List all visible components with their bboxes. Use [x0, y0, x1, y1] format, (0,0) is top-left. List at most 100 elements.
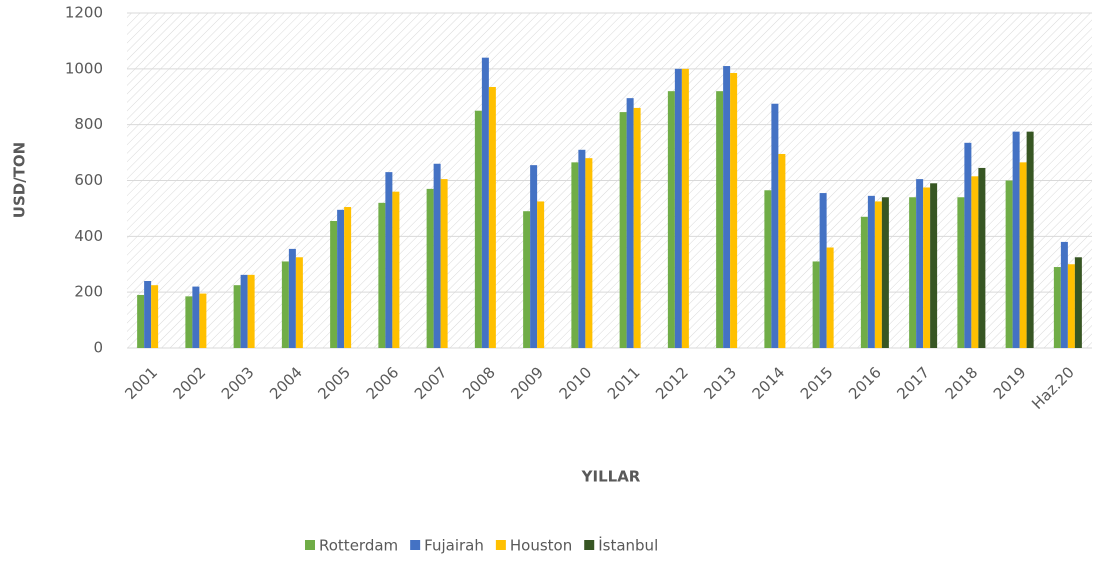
bar: [192, 286, 200, 348]
x-tick-label: 2016: [845, 363, 885, 403]
x-tick-label: 2009: [507, 363, 547, 403]
x-tick-label: 2017: [893, 363, 933, 403]
x-tick-label: 2008: [459, 363, 499, 403]
bar: [971, 176, 979, 348]
bar: [867, 195, 875, 348]
bar: [1060, 241, 1068, 348]
x-tick-label: Haz.20: [1028, 363, 1078, 413]
bar: [874, 201, 882, 348]
x-tick-label: 2014: [749, 363, 789, 403]
legend-swatch: [305, 540, 315, 550]
bar: [240, 274, 248, 348]
bar: [530, 165, 538, 348]
bar: [964, 142, 972, 348]
x-tick-label: 2015: [797, 363, 837, 403]
x-tick-label: 2005: [314, 363, 354, 403]
x-tick-label: 2018: [942, 363, 982, 403]
legend-swatch: [410, 540, 421, 550]
y-axis-title: USD/TON: [11, 142, 29, 218]
legend-label: Fujairah: [424, 537, 484, 555]
legend-swatch: [495, 540, 506, 550]
x-tick-label: 2010: [556, 363, 596, 403]
bar: [1012, 131, 1020, 348]
bar: [433, 163, 441, 348]
bar: [764, 190, 772, 348]
bar: [909, 197, 917, 348]
bar: [626, 98, 634, 348]
x-tick-label: 2007: [411, 363, 451, 403]
bar: [378, 202, 386, 348]
bar: [488, 86, 496, 349]
bar: [812, 261, 820, 348]
bar: [392, 191, 400, 348]
bar: [585, 158, 593, 348]
bar: [440, 179, 448, 348]
bar: [344, 207, 352, 348]
bar: [247, 274, 255, 348]
y-tick-label: 0: [93, 339, 103, 357]
x-tick-label: 2002: [170, 363, 210, 403]
bar: [819, 193, 827, 348]
bar: [137, 294, 145, 348]
x-tick-label: 2012: [652, 363, 692, 403]
bar: [523, 211, 531, 348]
bar: [619, 112, 627, 349]
x-tick-label: 2003: [218, 363, 258, 403]
y-tick-label: 800: [74, 115, 103, 133]
y-tick-label: 400: [74, 227, 103, 245]
bar: [681, 68, 689, 348]
bar: [385, 172, 393, 348]
bar: [330, 220, 338, 348]
bar: [233, 285, 241, 348]
bar: [674, 68, 682, 348]
bar: [337, 209, 345, 348]
bar: [185, 296, 193, 348]
legend-label: Rotterdam: [319, 537, 398, 555]
bar: [481, 57, 489, 349]
x-tick-label: 2013: [700, 363, 740, 403]
bar: [730, 73, 738, 348]
bar: [667, 91, 675, 349]
y-tick-label: 200: [74, 283, 103, 301]
bar: [578, 149, 586, 348]
x-tick-label: 2019: [990, 363, 1030, 403]
bar: [923, 187, 931, 348]
bar: [633, 107, 641, 349]
bar: [930, 183, 938, 348]
bar: [1005, 180, 1013, 348]
bar: [288, 248, 296, 348]
bar: [957, 197, 965, 348]
x-tick-label: 2004: [266, 363, 306, 403]
bar: [474, 110, 482, 348]
x-tick-label: 2011: [604, 363, 644, 403]
x-tick-label: 2006: [363, 363, 403, 403]
bar: [860, 216, 868, 348]
bar: [881, 197, 889, 348]
bar: [281, 261, 289, 348]
bar: [778, 153, 786, 348]
bar: [295, 257, 303, 348]
bar: [716, 91, 724, 349]
bar: [537, 201, 545, 348]
bar: [916, 179, 924, 348]
bar: [199, 293, 207, 348]
x-tick-label: 2001: [121, 363, 161, 403]
x-axis-title: YILLAR: [581, 468, 641, 486]
bar: [771, 103, 779, 349]
bar: [978, 167, 986, 348]
legend-label: İstanbul: [598, 536, 658, 555]
bar: [1053, 267, 1061, 348]
bar: [144, 281, 152, 348]
bar: [1019, 162, 1027, 348]
y-tick-label: 1000: [65, 59, 103, 77]
legend-label: Houston: [510, 537, 572, 555]
y-tick-label: 600: [74, 171, 103, 189]
bar: [1067, 264, 1075, 348]
bar: [151, 285, 159, 348]
bar: [1074, 257, 1082, 348]
legend-swatch: [584, 540, 595, 550]
bar: [571, 162, 579, 348]
bar: [426, 188, 434, 348]
